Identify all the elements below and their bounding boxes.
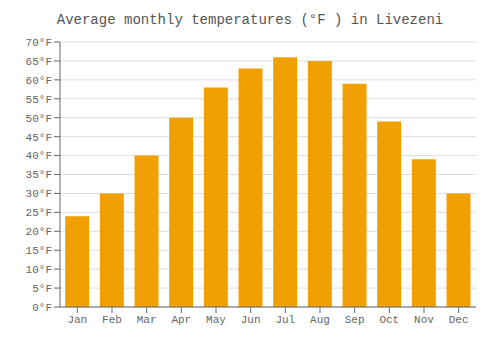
svg-text:50°F: 50°F: [26, 113, 52, 125]
svg-text:Sep: Sep: [345, 314, 365, 326]
svg-text:40°F: 40°F: [26, 150, 52, 162]
svg-text:Jan: Jan: [67, 314, 87, 326]
svg-text:Nov: Nov: [414, 314, 434, 326]
html-text:Average monthly temperatures (: Average monthly temperatures (°F ) in Li…: [56, 12, 444, 28]
svg-text:15°F: 15°F: [26, 245, 52, 257]
svg-text:10°F: 10°F: [26, 264, 52, 276]
svg-text:35°F: 35°F: [26, 169, 52, 181]
svg-text:Jun: Jun: [241, 314, 261, 326]
svg-text:Dec: Dec: [449, 314, 469, 326]
svg-text:25°F: 25°F: [26, 207, 52, 219]
svg-text:Jul: Jul: [275, 314, 295, 326]
svg-text:45°F: 45°F: [26, 132, 52, 144]
svg-text:Apr: Apr: [171, 314, 191, 326]
svg-text:20°F: 20°F: [26, 226, 52, 238]
svg-text:Feb: Feb: [102, 314, 122, 326]
svg-text:May: May: [206, 314, 226, 326]
svg-text:0°F: 0°F: [32, 302, 52, 314]
svg-text:60°F: 60°F: [26, 75, 52, 87]
svg-text:Aug: Aug: [310, 314, 330, 326]
svg-text:30°F: 30°F: [26, 188, 52, 200]
svg-text:55°F: 55°F: [26, 94, 52, 106]
svg-text:5°F: 5°F: [32, 283, 52, 295]
svg-text:65°F: 65°F: [26, 56, 52, 68]
svg-text:Mar: Mar: [137, 314, 157, 326]
svg-text:Oct: Oct: [379, 314, 399, 326]
svg-text:70°F: 70°F: [26, 37, 52, 49]
